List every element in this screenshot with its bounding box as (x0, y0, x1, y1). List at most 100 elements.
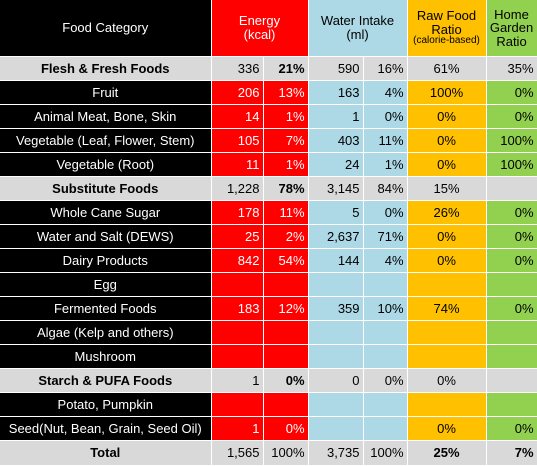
energy-cell: 1 (211, 416, 264, 441)
water-cell: 2,637 (308, 224, 364, 249)
water-pct-cell (363, 344, 408, 369)
raw-ratio-cell: 0% (407, 104, 487, 129)
water-pct-cell: 0% (363, 200, 408, 225)
water-cell: 359 (308, 296, 364, 321)
energy-cell: 1,228 (211, 176, 264, 201)
water-cell: 5 (308, 200, 364, 225)
table-row: Fermented Foods 183 12% 359 10% 74% 0% (0, 296, 537, 321)
total-row: Total 1,565 100% 3,735 100% 25% 7% (0, 440, 537, 466)
category-cell: Starch & PUFA Foods (0, 368, 212, 393)
energy-pct-cell (263, 320, 309, 345)
table-row: Water and Salt (DEWS) 25 2% 2,637 71% 0%… (0, 224, 537, 249)
raw-ratio-cell (407, 320, 487, 345)
water-pct-cell: 71% (363, 224, 408, 249)
water-cell: 0 (308, 368, 364, 393)
energy-pct-cell: 13% (263, 80, 309, 105)
raw-ratio-cell: 26% (407, 200, 487, 225)
energy-cell: 178 (211, 200, 264, 225)
table-row: Potato, Pumpkin (0, 392, 537, 417)
water-pct-cell: 0% (363, 368, 408, 393)
header-raw-food: Raw Food Ratio (calorie-based) (407, 0, 487, 57)
energy-cell: 105 (211, 128, 264, 153)
water-pct-cell: 4% (363, 248, 408, 273)
energy-cell: 206 (211, 80, 264, 105)
home-ratio-cell: 0% (486, 248, 537, 273)
water-cell (308, 272, 364, 297)
total-water: 3,735 (308, 440, 364, 466)
raw-ratio-cell: 0% (407, 224, 487, 249)
category-cell: Seed(Nut, Bean, Grain, Seed Oil) (0, 416, 212, 441)
table-row: Seed(Nut, Bean, Grain, Seed Oil) 1 0% 0%… (0, 416, 537, 441)
category-cell: Egg (0, 272, 212, 297)
home-ratio-cell: 0% (486, 104, 537, 129)
water-cell: 403 (308, 128, 364, 153)
energy-pct-cell: 0% (263, 416, 309, 441)
water-cell: 3,145 (308, 176, 364, 201)
water-cell: 144 (308, 248, 364, 273)
raw-ratio-cell: 0% (407, 128, 487, 153)
water-pct-cell: 84% (363, 176, 408, 201)
home-ratio-cell: 100% (486, 128, 537, 153)
home-ratio-cell: 0% (486, 416, 537, 441)
table-row: Whole Cane Sugar 178 11% 5 0% 26% 0% (0, 200, 537, 225)
total-raw-ratio: 25% (407, 440, 487, 466)
group-row: Starch & PUFA Foods 1 0% 0 0% 0% (0, 368, 537, 393)
water-pct-cell: 4% (363, 80, 408, 105)
home-ratio-cell: 35% (486, 56, 537, 81)
energy-pct-cell (263, 272, 309, 297)
raw-ratio-cell: 15% (407, 176, 487, 201)
home-ratio-cell (486, 272, 537, 297)
category-cell: Fermented Foods (0, 296, 212, 321)
home-ratio-cell (486, 392, 537, 417)
raw-ratio-cell: 100% (407, 80, 487, 105)
water-cell (308, 320, 364, 345)
water-cell: 163 (308, 80, 364, 105)
energy-pct-cell: 21% (263, 56, 309, 81)
raw-ratio-cell (407, 344, 487, 369)
water-cell (308, 392, 364, 417)
water-pct-cell (363, 416, 408, 441)
home-ratio-cell: 0% (486, 224, 537, 249)
header-home-garden: Home Garden Ratio (486, 0, 537, 57)
total-home-ratio: 7% (486, 440, 537, 466)
home-ratio-cell (486, 320, 537, 345)
category-cell: Potato, Pumpkin (0, 392, 212, 417)
raw-ratio-cell (407, 392, 487, 417)
water-pct-cell (363, 272, 408, 297)
header-home-line1: Home (494, 6, 529, 22)
energy-cell (211, 392, 264, 417)
header-row: Food Category Energy (kcal) Water Intake… (0, 0, 537, 57)
header-water: Water Intake (ml) (308, 0, 408, 57)
category-cell: Animal Meat, Bone, Skin (0, 104, 212, 129)
header-energy: Energy (kcal) (211, 0, 309, 57)
raw-ratio-cell: 61% (407, 56, 487, 81)
energy-pct-cell: 54% (263, 248, 309, 273)
header-energy-line2: (kcal) (243, 27, 276, 42)
total-energy: 1,565 (211, 440, 264, 466)
energy-pct-cell: 7% (263, 128, 309, 153)
table-row: Animal Meat, Bone, Skin 14 1% 1 0% 0% 0% (0, 104, 537, 129)
energy-cell (211, 320, 264, 345)
category-cell: Whole Cane Sugar (0, 200, 212, 225)
table-row: Vegetable (Leaf, Flower, Stem) 105 7% 40… (0, 128, 537, 153)
home-ratio-cell: 0% (486, 80, 537, 105)
header-energy-line1: Energy (238, 13, 281, 29)
water-cell (308, 344, 364, 369)
category-cell: Dairy Products (0, 248, 212, 273)
energy-cell: 11 (211, 152, 264, 177)
home-ratio-cell (486, 176, 537, 201)
category-cell: Fruit (0, 80, 212, 105)
water-pct-cell: 11% (363, 128, 408, 153)
header-water-line1: Water Intake (320, 13, 395, 29)
home-ratio-cell: 100% (486, 152, 537, 177)
raw-ratio-cell: 0% (407, 152, 487, 177)
water-pct-cell: 1% (363, 152, 408, 177)
header-home-line3: Ratio (496, 33, 527, 49)
header-water-line2: (ml) (346, 27, 369, 42)
category-cell: Water and Salt (DEWS) (0, 224, 212, 249)
total-energy-pct: 100% (263, 440, 309, 466)
water-pct-cell: 0% (363, 104, 408, 129)
group-row: Flesh & Fresh Foods 336 21% 590 16% 61% … (0, 56, 537, 81)
water-pct-cell: 10% (363, 296, 408, 321)
energy-pct-cell: 12% (263, 296, 309, 321)
